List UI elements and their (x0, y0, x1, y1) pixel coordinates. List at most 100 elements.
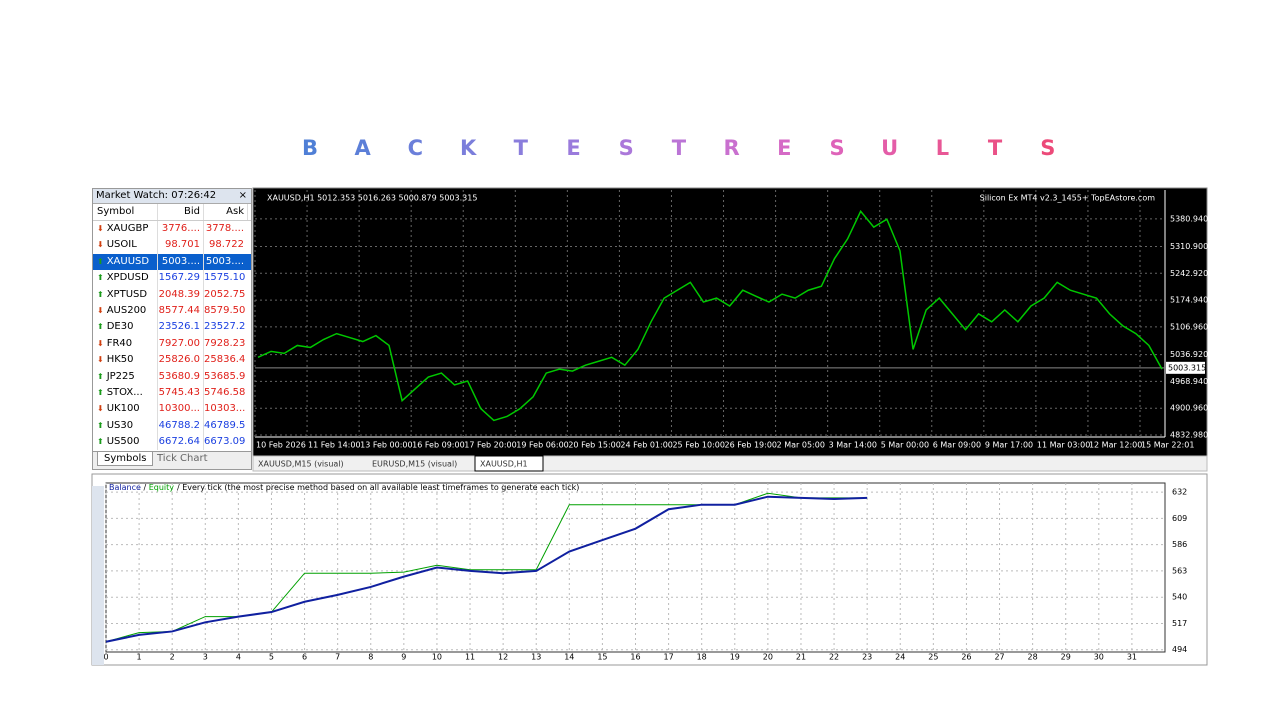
x-tick-label: 15 Mar 22:01 (1141, 441, 1194, 450)
x-tick-label: 6 (302, 653, 307, 662)
x-tick-label: 12 (498, 653, 508, 662)
trend-icon: ⬆ (97, 437, 104, 447)
symbol-row[interactable]: ⬇ USOIL 98.701 98.722 (93, 237, 251, 254)
ask-cell: 53685.9 (204, 370, 246, 382)
x-tick-label: 20 (763, 653, 773, 662)
symbol-row[interactable]: ⬆ XAUUSD 5003.... 5003.... (93, 253, 251, 271)
trend-icon: ⬇ (97, 355, 104, 365)
x-tick-label: 7 (335, 653, 340, 662)
current-price-label: 5003.315 (1168, 363, 1206, 372)
chart-tab[interactable]: XAUUSD,H1 (480, 460, 528, 469)
ask-cell: 5746.58 (204, 386, 246, 398)
x-tick-label: 3 (203, 653, 208, 662)
x-tick-label: 11 Feb 14:00 (308, 441, 360, 450)
bid-cell: 2048.39 (158, 286, 204, 303)
panel-header: Market Watch: 07:26:42 × (93, 189, 251, 204)
trend-icon: ⬇ (97, 305, 104, 315)
chart-brand: Silicon Ex MT4 v2.3_1455+ TopEAstore.com (980, 194, 1156, 203)
bid-cell: 46788.2 (158, 417, 204, 435)
chart-tab[interactable]: EURUSD,M15 (visual) (372, 460, 457, 469)
x-tick-label: 0 (103, 653, 108, 662)
symbol-row[interactable]: ⬇ HK50 25826.0 25836.4 (93, 352, 251, 369)
ask-cell: 5003.... (205, 255, 244, 267)
y-tick-label: 4832.980 (1170, 431, 1208, 440)
symbol-cell: ⬆ JP225 (93, 368, 158, 385)
symbol-row[interactable]: ⬇ UK100 10300... 10303... (93, 401, 251, 418)
symbol-row[interactable]: ⬇ FR40 7927.00 7928.23 (93, 335, 251, 353)
legend-entry: Balance (109, 483, 141, 492)
ask-cell: 2052.75 (204, 288, 246, 300)
ask-cell: 6673.09 (204, 436, 246, 448)
symbol-cell: ⬇ FR40 (93, 335, 158, 353)
trend-icon: ⬆ (97, 387, 104, 397)
separator: / (141, 483, 149, 492)
x-tick-label: 2 (170, 653, 175, 662)
trend-icon: ⬇ (97, 338, 104, 348)
title-letter: L (935, 136, 950, 160)
close-button[interactable]: × (238, 190, 247, 201)
bid-cell: 98.701 (158, 237, 204, 254)
y-tick-label: 4900.960 (1170, 404, 1208, 413)
symbol-row[interactable]: ⬆ JP225 53680.9 53685.9 (93, 368, 251, 385)
symbol-row[interactable]: ⬆ STOX... 5745.43 5746.58 (93, 384, 251, 402)
tab[interactable]: Symbols (97, 452, 154, 466)
y-tick-label: 609 (1172, 514, 1187, 523)
x-tick-label: 10 Feb 2026 (256, 441, 306, 450)
symbol-cell: ⬇ XAUGBP (93, 221, 158, 238)
y-tick-label: 5036.920 (1170, 350, 1208, 359)
series-line (105, 495, 868, 643)
bid-cell: 1567.29 (158, 270, 204, 287)
symbol: XPTUSD (106, 288, 148, 300)
symbol: XAUUSD (106, 255, 150, 267)
x-tick-label: 6 Mar 09:00 (933, 441, 981, 450)
symbol-row[interactable]: ⬆ US500 6672.64 6673.09 (93, 434, 251, 451)
y-tick-label: 5106.960 (1170, 322, 1208, 331)
x-tick-label: 25 (928, 653, 938, 662)
symbol-cell: ⬆ XPDUSD (93, 270, 158, 287)
symbol-row[interactable]: ⬇ XAUGBP 3776.... 3778.... (93, 221, 251, 238)
legend-entry: Equity (149, 483, 175, 492)
symbol: AUS200 (106, 304, 147, 316)
x-tick-label: 26 (961, 653, 971, 662)
x-tick-label: 1 (137, 653, 142, 662)
title-letter: S (829, 136, 845, 160)
symbol: XPDUSD (106, 272, 149, 284)
title-letter: K (459, 136, 477, 160)
x-tick-label: 29 (1061, 653, 1071, 662)
symbol: DE30 (106, 321, 134, 333)
trend-icon: ⬆ (97, 322, 104, 332)
column-header: Symbol (93, 204, 158, 220)
symbol-cell: ⬇ UK100 (93, 401, 158, 418)
symbol-row[interactable]: ⬆ DE30 23526.1 23527.2 (93, 319, 251, 336)
bid-cell: 7927.00 (158, 335, 204, 353)
tab[interactable]: Tick Chart (157, 453, 208, 464)
symbol-row[interactable]: ⬆ XPTUSD 2048.39 2052.75 (93, 286, 251, 303)
symbol: STOX... (106, 386, 143, 398)
symbol-row[interactable]: ⬇ AUS200 8577.44 8579.50 (93, 302, 251, 320)
x-tick-label: 13 (531, 653, 541, 662)
chart-tab[interactable]: XAUUSD,M15 (visual) (258, 460, 344, 469)
symbol-cell: ⬆ US500 (93, 434, 158, 451)
y-tick-label: 4968.940 (1170, 377, 1208, 386)
ask-cell: 1575.10 (204, 272, 246, 284)
trend-icon: ⬆ (97, 420, 104, 430)
x-tick-label: 27 (994, 653, 1004, 662)
x-tick-label: 23 (862, 653, 872, 662)
trend-icon: ⬆ (97, 256, 104, 266)
x-tick-label: 4 (236, 653, 241, 662)
symbol-cell: ⬆ DE30 (93, 319, 158, 336)
title-letter: C (407, 136, 424, 160)
x-tick-label: 19 Feb 06:00 (516, 441, 568, 450)
symbol-row[interactable]: ⬆ US30 46788.2 46789.5 (93, 417, 251, 435)
symbol-row[interactable]: ⬆ XPDUSD 1567.29 1575.10 (93, 270, 251, 287)
x-tick-label: 22 (829, 653, 839, 662)
y-tick-label: 5174.940 (1170, 296, 1208, 305)
x-tick-label: 17 (664, 653, 674, 662)
symbol: US30 (106, 419, 134, 431)
x-tick-label: 16 (630, 653, 640, 662)
y-tick-label: 517 (1172, 619, 1187, 628)
y-tick-label: 563 (1172, 566, 1187, 575)
x-tick-label: 10 (432, 653, 442, 662)
